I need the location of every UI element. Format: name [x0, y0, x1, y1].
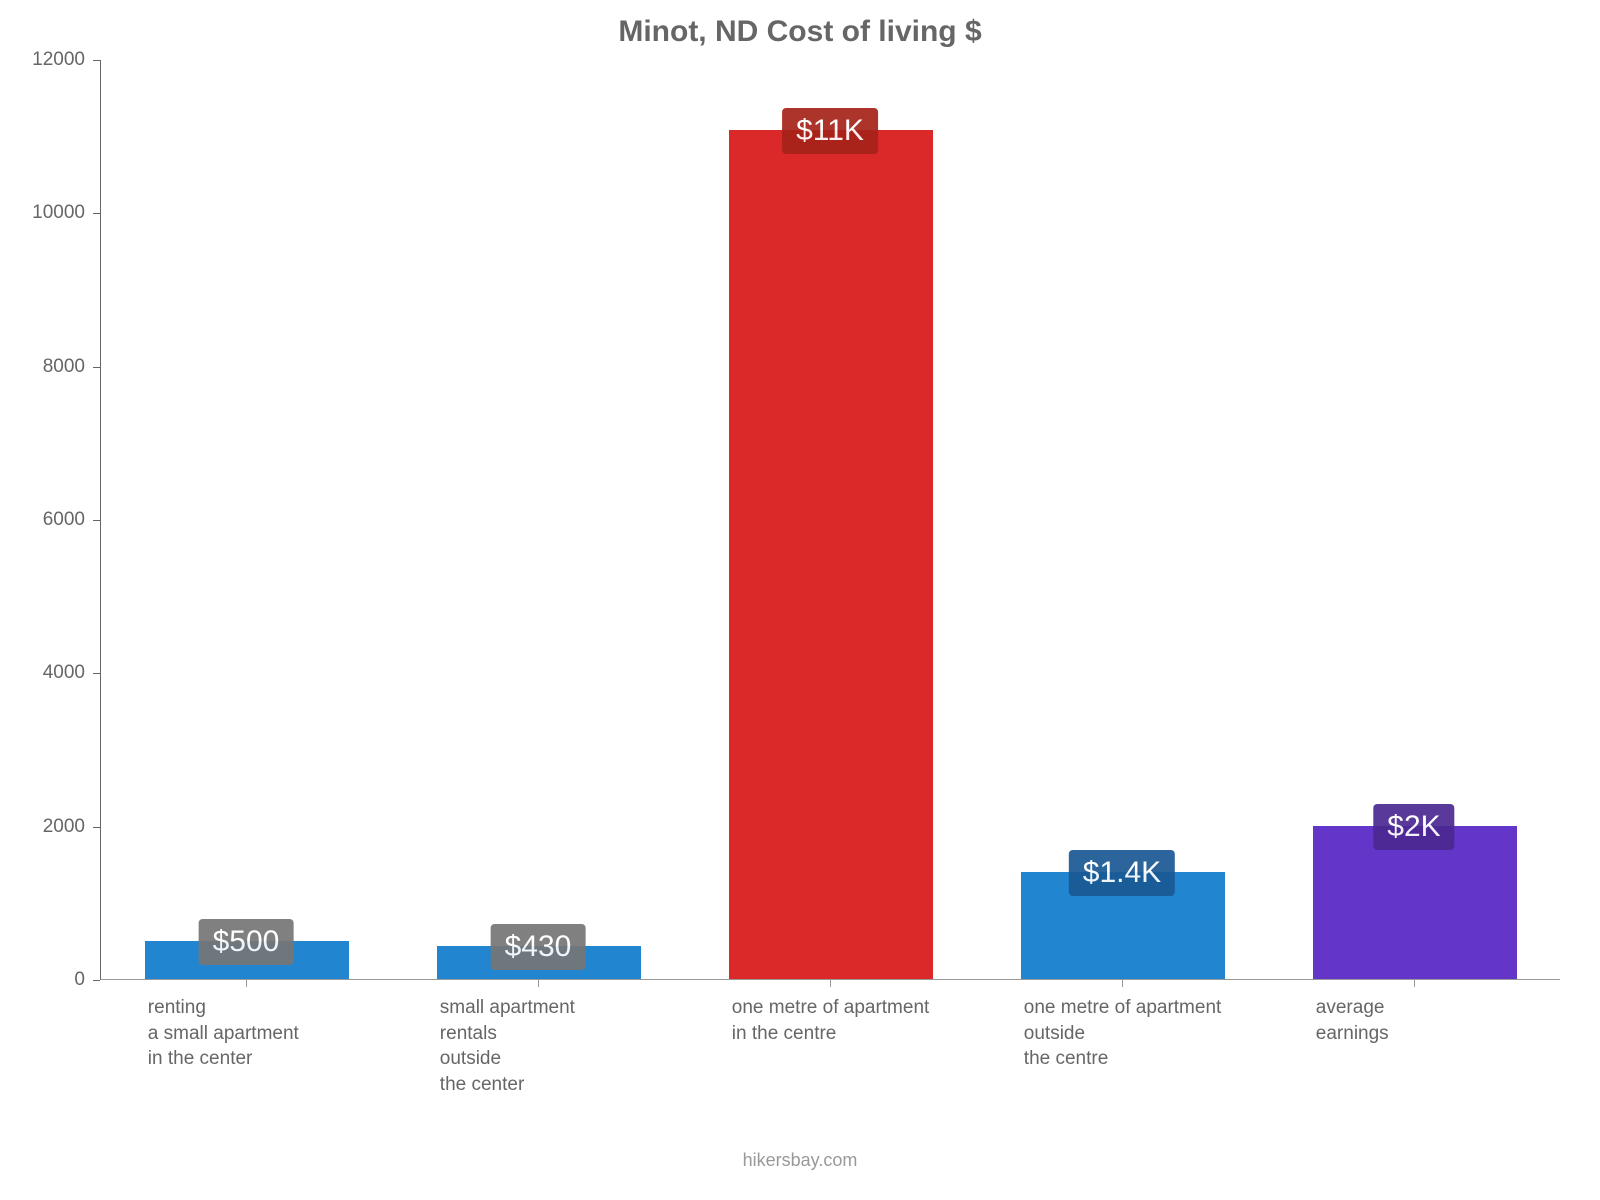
x-tick-mark [1414, 980, 1415, 987]
x-tick-mark [246, 980, 247, 987]
bar-value-label: $11K [782, 108, 878, 154]
y-tick-mark [93, 673, 100, 674]
y-tick-mark [93, 980, 100, 981]
y-tick-label: 8000 [0, 356, 85, 378]
y-tick-label: 4000 [0, 662, 85, 684]
y-tick-label: 2000 [0, 816, 85, 838]
y-tick-mark [93, 60, 100, 61]
y-tick-mark [93, 213, 100, 214]
x-tick-mark [1122, 980, 1123, 987]
bar-value-label: $1.4K [1069, 850, 1175, 896]
bar-value-label: $2K [1373, 804, 1454, 850]
chart-title: Minot, ND Cost of living $ [0, 15, 1600, 49]
y-tick-label: 12000 [0, 49, 85, 71]
y-tick-mark [93, 367, 100, 368]
bar-value-label: $430 [491, 924, 586, 970]
bar-value-label: $500 [199, 919, 294, 965]
x-tick-label: average earnings [1316, 995, 1389, 1046]
y-tick-label: 10000 [0, 202, 85, 224]
chart-container: Minot, ND Cost of living $ hikersbay.com… [0, 0, 1600, 1200]
x-tick-label: one metre of apartment in the centre [732, 995, 930, 1046]
y-tick-mark [93, 520, 100, 521]
x-tick-mark [830, 980, 831, 987]
x-tick-label: renting a small apartment in the center [148, 995, 299, 1072]
x-tick-mark [538, 980, 539, 987]
y-tick-label: 6000 [0, 509, 85, 531]
x-tick-label: small apartment rentals outside the cent… [440, 995, 575, 1098]
x-tick-label: one metre of apartment outside the centr… [1024, 995, 1222, 1072]
attribution: hikersbay.com [0, 1150, 1600, 1171]
bar [729, 130, 933, 979]
plot-area [100, 60, 1560, 980]
y-tick-mark [93, 827, 100, 828]
y-tick-label: 0 [0, 969, 85, 991]
